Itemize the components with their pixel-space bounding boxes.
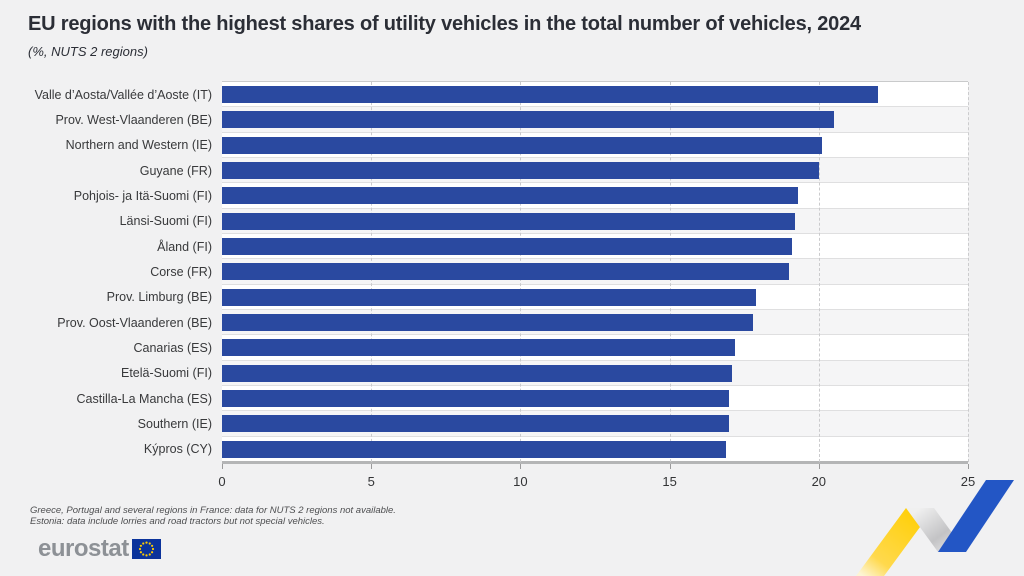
axis-tick [371, 464, 373, 469]
y-axis-label: Corse (FR) [150, 264, 212, 279]
x-axis: 0 5 10 15 20 25 [218, 461, 975, 493]
x-axis-line [222, 461, 968, 464]
eurostat-logo-text: eurostat [38, 535, 129, 562]
y-axis-label: Northern and Western (IE) [65, 138, 212, 153]
y-axis-label: Etelä-Suomi (FI) [121, 366, 212, 381]
plot-rows [222, 82, 968, 462]
value-bar [222, 415, 730, 433]
chart-row [222, 436, 968, 462]
value-bar [222, 440, 727, 458]
eu-flag-stars [138, 541, 154, 557]
chart-row [222, 309, 968, 336]
value-bar [222, 161, 819, 179]
axis-tick [222, 464, 223, 469]
axis-tick [968, 464, 969, 469]
x-axis-label: 0 [218, 474, 226, 489]
ribbon-decoration-icon [856, 480, 1014, 576]
value-bar [222, 263, 789, 281]
value-bar [222, 187, 798, 205]
y-axis-label: Prov. Limburg (BE) [106, 290, 212, 305]
footnote-line-1: Greece, Portugal and several regions in … [30, 505, 396, 516]
y-axis-label: Kýpros (CY) [143, 442, 212, 457]
axis-tick [520, 464, 522, 469]
y-axis-label: Prov. Oost-Vlaanderen (BE) [57, 315, 212, 330]
chart-row [222, 132, 968, 158]
value-bar [222, 212, 795, 230]
chart-title: EU regions with the highest shares of ut… [28, 13, 861, 35]
value-bar [222, 288, 757, 306]
x-axis-label: 25 [960, 474, 976, 489]
footnote-line-2: Estonia: data include lorries and road t… [30, 516, 325, 527]
chart-row [222, 183, 968, 209]
ribbon-blue-stripe [938, 480, 1014, 552]
value-bar [222, 86, 879, 103]
value-bar [222, 136, 822, 154]
chart-row [222, 284, 968, 310]
y-axis-label: Valle d’Aosta/Vallée d’Aoste (IT) [34, 87, 212, 102]
gridline [818, 82, 820, 462]
x-axis-label: 5 [367, 474, 375, 489]
y-axis-labels: Valle d’Aosta/Vallée d’Aoste (IT) Prov. W… [0, 82, 212, 462]
x-axis-label: 20 [811, 474, 827, 489]
chart-row [222, 107, 968, 133]
y-axis-label: Canarias (ES) [133, 340, 213, 355]
chart-row [222, 385, 968, 412]
value-bar [222, 237, 792, 255]
chart-row [222, 259, 968, 285]
chart-subtitle: (%, NUTS 2 regions) [28, 44, 148, 59]
axis-tick [669, 464, 671, 469]
plot-area [222, 81, 969, 462]
chart-row [222, 335, 968, 361]
y-axis-label: Guyane (FR) [139, 163, 212, 178]
x-axis-label: 10 [513, 474, 528, 489]
y-axis-label: Prov. West-Vlaanderen (BE) [55, 112, 212, 127]
y-axis-label: Pohjois- ja Itä-Suomi (FI) [73, 188, 212, 203]
chart-row [222, 233, 968, 260]
chart-row [222, 411, 968, 437]
eurostat-logo: eurostat [38, 537, 161, 561]
eu-flag-icon [131, 539, 161, 559]
chart-row [222, 157, 968, 184]
chart-row [222, 82, 968, 108]
value-bar [222, 339, 736, 357]
value-bar [222, 364, 733, 382]
y-axis-label: Castilla-La Mancha (ES) [76, 391, 212, 406]
ribbon-yellow-stripe [856, 508, 934, 576]
y-axis-label: Southern (IE) [137, 416, 212, 431]
chart-row [222, 360, 968, 386]
y-axis-label: Åland (FI) [157, 239, 212, 254]
value-bar [222, 389, 730, 407]
value-bar [222, 313, 754, 331]
gridline [968, 82, 969, 462]
chart-row [222, 208, 968, 234]
x-axis-label: 15 [662, 474, 677, 489]
y-axis-label: Länsi-Suomi (FI) [119, 214, 212, 229]
axis-tick [818, 464, 820, 469]
value-bar [222, 111, 834, 129]
